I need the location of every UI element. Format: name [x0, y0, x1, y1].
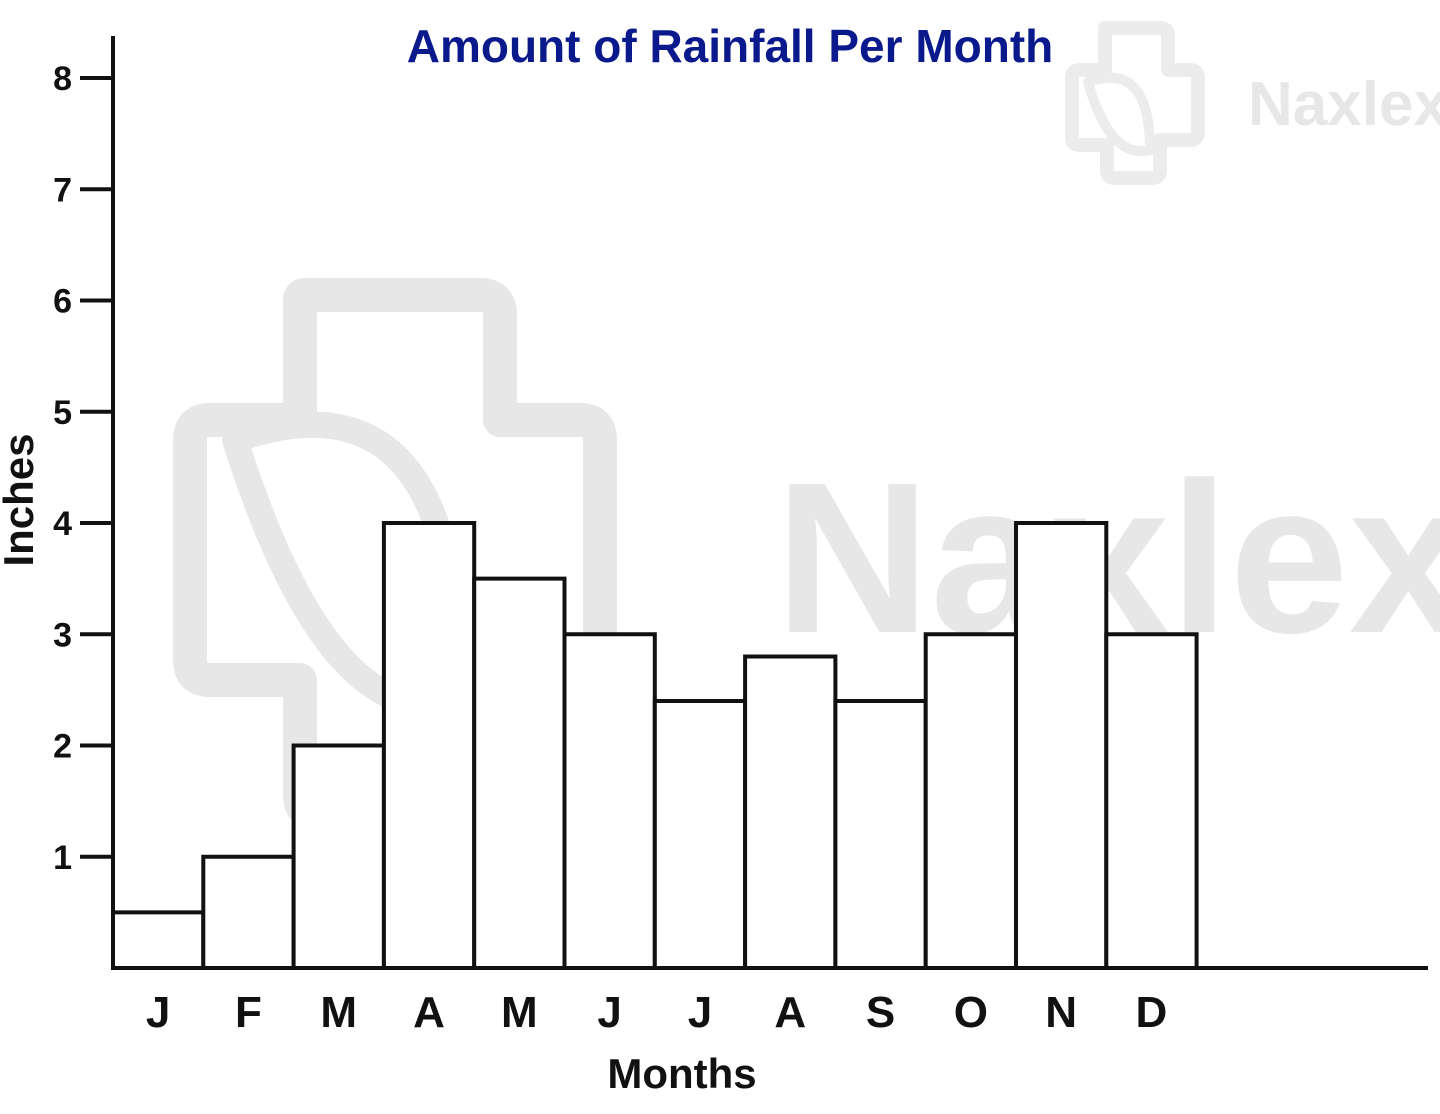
bar — [562, 632, 657, 970]
bar — [111, 910, 206, 970]
x-category-label: N — [1045, 988, 1077, 1037]
x-category-label: A — [774, 988, 806, 1037]
y-axis-label: Inches — [0, 433, 42, 566]
bar — [291, 743, 386, 970]
bar — [381, 521, 477, 970]
bar — [923, 632, 1019, 970]
x-category-label: J — [146, 988, 170, 1037]
bar — [833, 699, 928, 970]
x-category-label: J — [597, 988, 621, 1037]
watermark-wordmark-small: Naxlex — [1248, 70, 1440, 139]
bars — [111, 521, 1199, 970]
y-tick-label: 8 — [53, 60, 72, 98]
bar — [472, 576, 567, 970]
x-category-label: D — [1136, 988, 1168, 1037]
y-tick-label: 2 — [53, 728, 72, 766]
y-tick-label: 4 — [53, 505, 72, 543]
bar — [743, 654, 838, 970]
y-tick-label: 1 — [53, 839, 72, 877]
x-category-label: O — [954, 988, 988, 1037]
bar — [652, 699, 748, 970]
x-category-label: M — [501, 988, 538, 1037]
chart-title: Amount of Rainfall Per Month — [407, 20, 1054, 72]
y-tick-label: 7 — [53, 171, 72, 209]
naxlex-logo-icon-small — [1065, 21, 1205, 185]
x-axis-label: Months — [607, 1050, 756, 1097]
y-ticks: 1 2 3 4 5 6 7 8 — [53, 60, 113, 877]
x-category-label: S — [866, 988, 895, 1037]
bar — [1014, 521, 1109, 970]
bar — [201, 854, 296, 970]
x-category-label: M — [320, 988, 357, 1037]
bar — [1104, 632, 1199, 970]
x-category-label: A — [413, 988, 445, 1037]
y-tick-label: 6 — [53, 283, 72, 321]
y-tick-label: 3 — [53, 616, 72, 654]
x-category-label: J — [688, 988, 712, 1037]
x-category-label: F — [235, 988, 262, 1037]
y-tick-label: 5 — [53, 394, 72, 432]
